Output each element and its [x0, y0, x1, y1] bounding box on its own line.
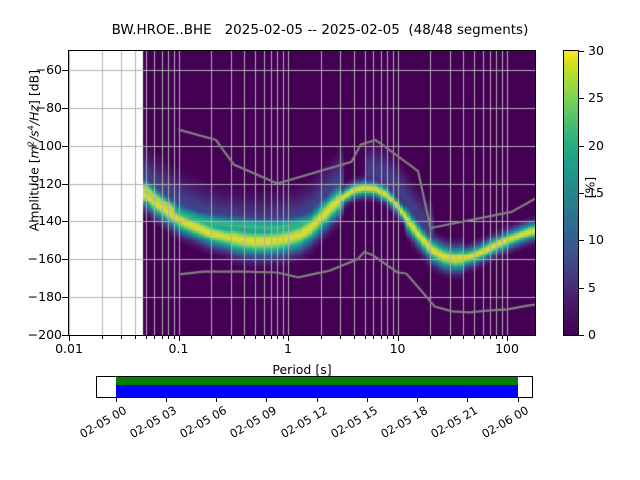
x-tick-mark — [69, 336, 70, 341]
x-tick-label: 0.1 — [168, 341, 189, 356]
x-minor-tick-mark — [102, 336, 103, 339]
x-minor-tick-mark — [277, 336, 278, 339]
y-tick-label: −200 — [27, 327, 62, 342]
coverage-tick-mark — [266, 398, 267, 402]
x-tick-label: 1 — [284, 341, 292, 356]
x-minor-tick-mark — [387, 336, 388, 339]
x-tick-label: 10 — [389, 341, 406, 356]
colorbar — [563, 50, 579, 336]
y-tick-mark — [62, 297, 68, 298]
colorbar-tick-label: 30 — [588, 43, 604, 58]
x-tick-label: 100 — [495, 341, 519, 356]
colorbar-tick-mark — [579, 146, 584, 147]
coverage-tick-label: 02-05 06 — [177, 403, 230, 441]
coverage-tick-label: 02-05 09 — [227, 403, 280, 441]
colorbar-tick-mark — [579, 335, 584, 336]
colorbar-tick-label: 20 — [588, 137, 604, 153]
y-tick-mark — [62, 70, 68, 71]
coverage-tick-mark — [417, 398, 418, 402]
x-tick-mark — [398, 336, 399, 341]
x-tick-label: 0.01 — [55, 341, 83, 356]
x-minor-tick-mark — [474, 336, 475, 339]
y-tick-mark — [62, 221, 68, 222]
y-tick-mark — [62, 108, 68, 109]
x-minor-tick-mark — [321, 336, 322, 339]
colorbar-tick-label: 10 — [588, 232, 604, 248]
coverage-tick-label: 02-05 12 — [277, 403, 330, 441]
x-minor-tick-mark — [381, 336, 382, 339]
x-minor-tick-mark — [174, 336, 175, 339]
coverage-tick-label: 02-05 15 — [328, 403, 380, 441]
coverage-tick-label: 02-05 18 — [378, 403, 431, 441]
colorbar-tick-label: 15 — [588, 185, 604, 200]
x-minor-tick-mark — [211, 336, 212, 339]
x-minor-tick-mark — [450, 336, 451, 339]
x-minor-tick-mark — [430, 336, 431, 339]
x-minor-tick-mark — [483, 336, 484, 339]
x-minor-tick-mark — [365, 336, 366, 339]
x-minor-tick-mark — [264, 336, 265, 339]
axes-gridlines — [69, 51, 535, 335]
colorbar-tick-mark — [579, 98, 584, 99]
x-minor-tick-mark — [490, 336, 491, 339]
x-minor-tick-mark — [162, 336, 163, 339]
colorbar-tick-label: 0 — [588, 327, 596, 342]
x-axis-label: Period [s] — [272, 362, 332, 377]
coverage-tick-mark — [518, 398, 519, 402]
x-minor-tick-mark — [121, 336, 122, 339]
coverage-axes[interactable] — [96, 376, 533, 398]
colorbar-tick-mark — [579, 193, 584, 194]
coverage-tick-mark — [467, 398, 468, 402]
x-minor-tick-mark — [496, 336, 497, 339]
x-minor-tick-mark — [283, 336, 284, 339]
y-tick-mark — [62, 259, 68, 260]
coverage-tick-mark — [216, 398, 217, 402]
y-tick-mark — [62, 146, 68, 147]
x-minor-tick-mark — [154, 336, 155, 339]
y-tick-label: −100 — [27, 137, 62, 153]
y-tick-label: −80 — [35, 99, 62, 115]
coverage-tick-mark — [317, 398, 318, 402]
ppsd-axes[interactable] — [68, 50, 536, 336]
coverage-tick-label: 02-06 00 — [478, 403, 531, 441]
y-tick-mark — [62, 184, 68, 185]
x-minor-tick-mark — [340, 336, 341, 339]
x-tick-mark — [507, 336, 508, 341]
coverage-band-green — [115, 377, 518, 385]
coverage-tick-mark — [367, 398, 368, 402]
x-minor-tick-mark — [231, 336, 232, 339]
x-minor-tick-mark — [244, 336, 245, 339]
y-tick-label: −140 — [27, 213, 62, 229]
x-minor-tick-mark — [255, 336, 256, 339]
colorbar-tick-mark — [579, 288, 584, 289]
x-minor-tick-mark — [168, 336, 169, 339]
x-minor-tick-mark — [393, 336, 394, 339]
plot-title: BW.HROE..BHE 2025-02-05 -- 2025-02-05 (4… — [111, 22, 529, 38]
colorbar-tick-mark — [579, 240, 584, 241]
x-minor-tick-mark — [373, 336, 374, 339]
coverage-tick-mark — [116, 398, 117, 402]
x-minor-tick-mark — [146, 336, 147, 339]
y-tick-label: −120 — [27, 175, 62, 191]
coverage-band-blue — [115, 385, 518, 397]
y-tick-label: −160 — [27, 251, 62, 267]
x-minor-tick-mark — [271, 336, 272, 339]
y-tick-mark — [62, 335, 68, 336]
x-minor-tick-mark — [135, 336, 136, 339]
y-tick-label: −60 — [35, 61, 62, 77]
x-tick-mark — [288, 336, 289, 341]
coverage-tick-label: 02-05 21 — [428, 403, 481, 441]
x-tick-mark — [179, 336, 180, 341]
x-minor-tick-mark — [463, 336, 464, 339]
coverage-tick-label: 02-05 00 — [76, 403, 129, 441]
colorbar-tick-label: 25 — [588, 90, 604, 106]
coverage-tick-label: 02-05 03 — [127, 403, 179, 441]
coverage-tick-mark — [166, 398, 167, 402]
y-tick-label: −180 — [27, 289, 62, 305]
x-minor-tick-mark — [502, 336, 503, 339]
colorbar-tick-label: 5 — [588, 279, 596, 295]
colorbar-tick-mark — [579, 51, 584, 52]
x-minor-tick-mark — [354, 336, 355, 339]
